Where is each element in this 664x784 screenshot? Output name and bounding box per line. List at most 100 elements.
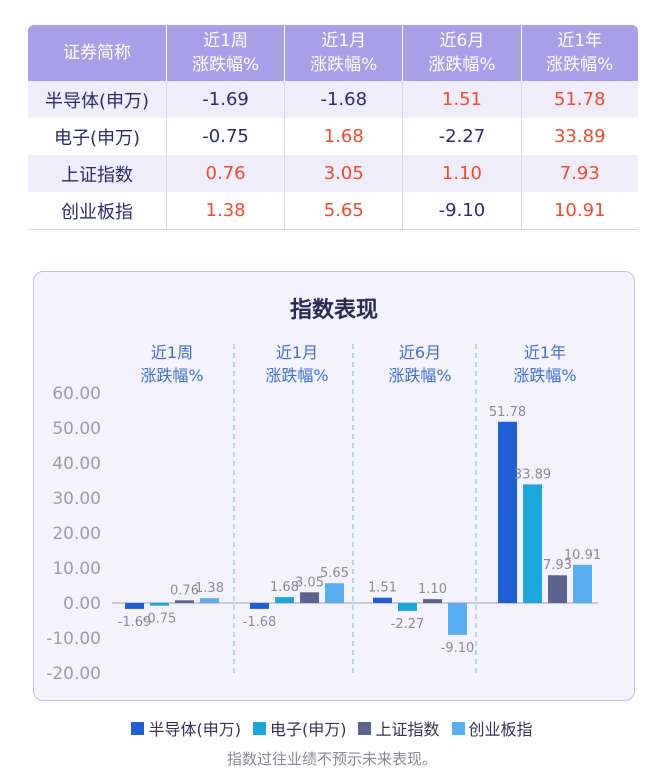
- disclaimer-note: 指数过往业绩不预示未来表现。: [226, 750, 437, 768]
- category-label: 涨跌幅%: [140, 366, 203, 385]
- bar: [548, 575, 567, 603]
- row-value: 51.78: [521, 81, 638, 118]
- data-label: 7.93: [543, 558, 572, 573]
- bar: [125, 603, 144, 609]
- data-label: 10.91: [564, 548, 601, 563]
- row-value: 5.65: [285, 192, 404, 230]
- bar: [275, 597, 294, 603]
- data-label: -2.27: [391, 617, 425, 632]
- header-6m-unit: 涨跌幅%: [428, 55, 496, 75]
- y-tick-label: 30.00: [52, 489, 101, 509]
- y-tick-label: -10.00: [46, 629, 101, 649]
- header-1y-period: 近1年: [557, 31, 603, 51]
- legend-item: 电子(申万): [252, 716, 347, 740]
- table-body: 半导体(申万) -1.69 -1.68 1.51 51.78 电子(申万) -0.75 1.6…: [28, 81, 638, 230]
- bar: [448, 603, 467, 635]
- y-tick-label: 0.00: [63, 594, 101, 614]
- table-header-row: 证券简称 近1周涨跌幅% 近1月 涨跌幅% 近6月涨跌幅% 近1年涨跌幅%: [28, 25, 638, 81]
- bar: [398, 603, 417, 611]
- table-row: 半导体(申万) -1.69 -1.68 1.51 51.78: [28, 81, 638, 118]
- legend-swatch: [451, 721, 465, 735]
- bar: [423, 599, 442, 603]
- table-row: 电子(申万) -0.75 1.68 -2.27 33.89: [28, 118, 638, 155]
- header-6m: 近6月涨跌幅%: [403, 25, 522, 81]
- category-label: 近1年: [524, 343, 566, 362]
- data-label: -1.69: [118, 615, 152, 630]
- bar: [373, 597, 392, 603]
- bar: [250, 603, 269, 609]
- bar: [573, 564, 592, 603]
- bar: [300, 592, 319, 603]
- legend-swatch: [358, 721, 372, 735]
- legend-swatch: [131, 721, 145, 735]
- y-tick-label: 40.00: [52, 454, 101, 474]
- bar: [150, 603, 169, 606]
- row-name: 上证指数: [28, 155, 167, 192]
- bar: [523, 484, 542, 603]
- category-label: 涨跌幅%: [388, 366, 451, 385]
- category-label: 近6月: [399, 343, 441, 362]
- data-label: 33.89: [514, 467, 551, 482]
- row-value: 10.91: [521, 192, 638, 230]
- legend-label: 上证指数: [375, 720, 440, 739]
- chart-title: 指数表现: [289, 298, 378, 323]
- data-label: 1.10: [418, 582, 447, 597]
- data-label: 5.65: [320, 566, 349, 581]
- table-row: 上证指数 0.76 3.05 1.10 7.93: [28, 155, 638, 192]
- row-name: 创业板指: [28, 192, 167, 230]
- row-value: -1.69: [167, 81, 286, 118]
- bar: [200, 598, 219, 603]
- header-1w: 近1周涨跌幅%: [167, 25, 286, 81]
- data-label: 0.76: [170, 583, 199, 598]
- row-value: -0.75: [167, 118, 286, 155]
- data-label: 3.05: [295, 575, 324, 590]
- header-1y-unit: 涨跌幅%: [546, 55, 614, 75]
- y-tick-label: 60.00: [52, 384, 101, 404]
- data-label: 1.38: [195, 581, 224, 596]
- legend-label: 电子(申万): [269, 720, 347, 739]
- row-value: 1.68: [285, 118, 404, 155]
- data-label: 1.51: [368, 581, 397, 596]
- row-name: 半导体(申万): [28, 81, 167, 118]
- row-value: 33.89: [553, 126, 606, 147]
- data-label: -9.10: [441, 641, 475, 656]
- table-row: 创业板指 1.38 5.65 -9.10 10.91: [28, 192, 638, 230]
- header-name: 证券简称: [28, 25, 167, 81]
- row-value: 1.51: [403, 81, 522, 118]
- legend-item: 半导体(申万): [131, 716, 241, 740]
- row-value: -2.27: [403, 118, 522, 155]
- header-1w-period: 近1周: [203, 31, 248, 51]
- category-label: 涨跌幅%: [265, 366, 328, 385]
- header-1w-unit: 涨跌幅%: [192, 55, 260, 75]
- header-1y: 近1年涨跌幅%: [521, 25, 638, 81]
- bar: [325, 583, 344, 603]
- chart-legend: 半导体(申万) 电子(申万) 上证指数 创业板指: [0, 716, 664, 740]
- header-6m-period: 近6月: [439, 31, 485, 51]
- legend-item: 创业板指: [451, 716, 533, 740]
- bar: [498, 421, 517, 603]
- y-tick-label: 50.00: [52, 419, 101, 439]
- y-tick-label: -20.00: [46, 664, 101, 684]
- legend-label: 创业板指: [468, 720, 533, 739]
- category-label: 近1周: [151, 343, 193, 362]
- legend-item: 上证指数: [358, 716, 440, 740]
- bar: [175, 600, 194, 603]
- row-name: 电子(申万): [28, 118, 167, 155]
- category-label: 涨跌幅%: [513, 366, 576, 385]
- row-value: 1.10: [403, 155, 522, 192]
- row-value: -1.68: [285, 81, 404, 118]
- category-label: 近1月: [276, 343, 318, 362]
- y-tick-label: 20.00: [52, 524, 101, 544]
- header-1m-period: 近1月: [321, 31, 367, 51]
- legend-label: 半导体(申万): [148, 720, 241, 739]
- data-label: -1.68: [243, 615, 277, 630]
- data-label: 1.68: [270, 580, 299, 595]
- performance-table: 证券简称 近1周涨跌幅% 近1月 涨跌幅% 近6月涨跌幅% 近1年涨跌幅% 半导体…: [28, 25, 638, 230]
- data-label: -0.75: [143, 612, 177, 627]
- legend-swatch: [252, 721, 266, 735]
- data-label: 51.78: [489, 405, 526, 420]
- header-1m: 近1月 涨跌幅%: [285, 25, 404, 81]
- row-value: 3.05: [285, 155, 404, 192]
- header-name-label: 证券简称: [63, 43, 131, 63]
